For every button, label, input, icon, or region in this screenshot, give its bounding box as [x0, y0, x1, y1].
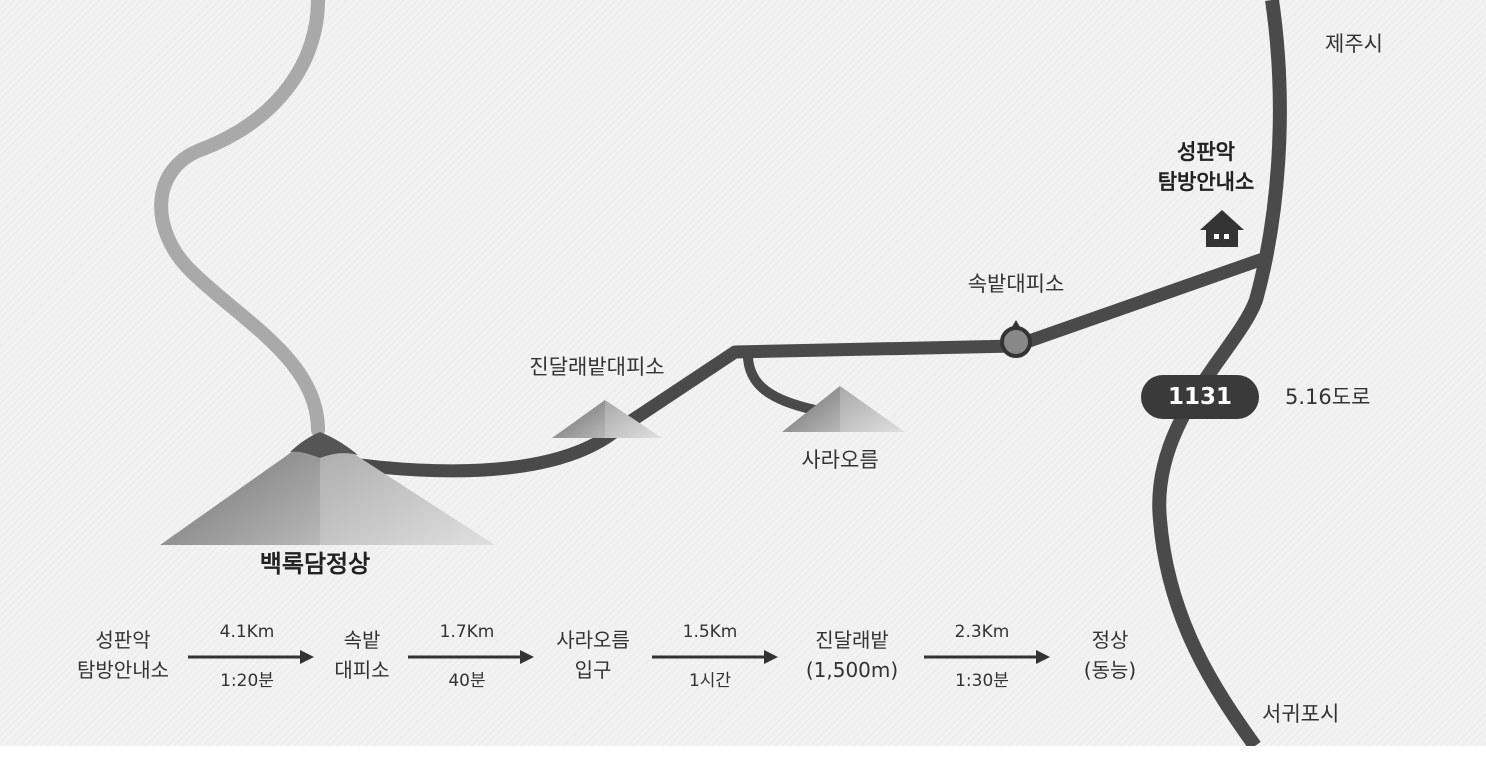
trail-path [353, 253, 1267, 478]
jeju-city-label: 제주시 [1325, 32, 1383, 56]
leg-time: 1시간 [688, 671, 732, 691]
shelter-marker-icon [1000, 320, 1032, 358]
leg-time: 1:20분 [220, 671, 274, 691]
itinerary-step: 진달래밭 (1,500m) [805, 628, 899, 682]
seogwipo-city-label: 서귀포시 [1262, 702, 1340, 726]
leg-time: 40분 [448, 671, 486, 691]
house-icon [1200, 210, 1244, 247]
leg-distance: 1.7Km [439, 622, 495, 642]
summit-label: 백록담정상 [259, 550, 371, 578]
jindallae-shelter-label: 진달래밭대피소 [529, 355, 665, 379]
leg-distance: 4.1Km [219, 622, 275, 642]
itinerary-step: 속밭 대피소 [334, 628, 390, 682]
office-label-line1: 성판악 [1177, 140, 1235, 164]
map-drawing [154, 0, 1287, 746]
itinerary-arrows [188, 650, 1050, 664]
sara-oreum-label: 사라오름 [801, 448, 879, 472]
sara-oreum-branch [743, 353, 820, 415]
office-label-line2: 탐방안내소 [1157, 170, 1255, 194]
leg-distance: 2.3Km [954, 622, 1010, 642]
route-number-badge: 1131 [1141, 375, 1259, 419]
itinerary-step: 정상 (동능) [1083, 628, 1137, 682]
leg-distance: 1.5Km [682, 622, 738, 642]
secondary-road [154, 0, 325, 437]
sokbat-shelter-label: 속밭대피소 [967, 272, 1065, 296]
itinerary-step: 성판악 탐방안내소 [77, 628, 169, 682]
sara-oreum-mountain-icon [782, 386, 905, 432]
highway-1131 [1152, 0, 1287, 746]
trail-map: 제주시 성판악 탐방안내소 속밭대피소 진달래밭대피소 사라오름 백록담정상 1… [0, 0, 1486, 746]
road-name-label: 5.16도로 [1285, 385, 1371, 409]
leg-time: 1:30분 [955, 671, 1009, 691]
summit-mountain-icon [160, 432, 495, 545]
jindallae-mountain-icon [552, 400, 662, 438]
itinerary-step: 사라오름 입구 [556, 628, 630, 682]
